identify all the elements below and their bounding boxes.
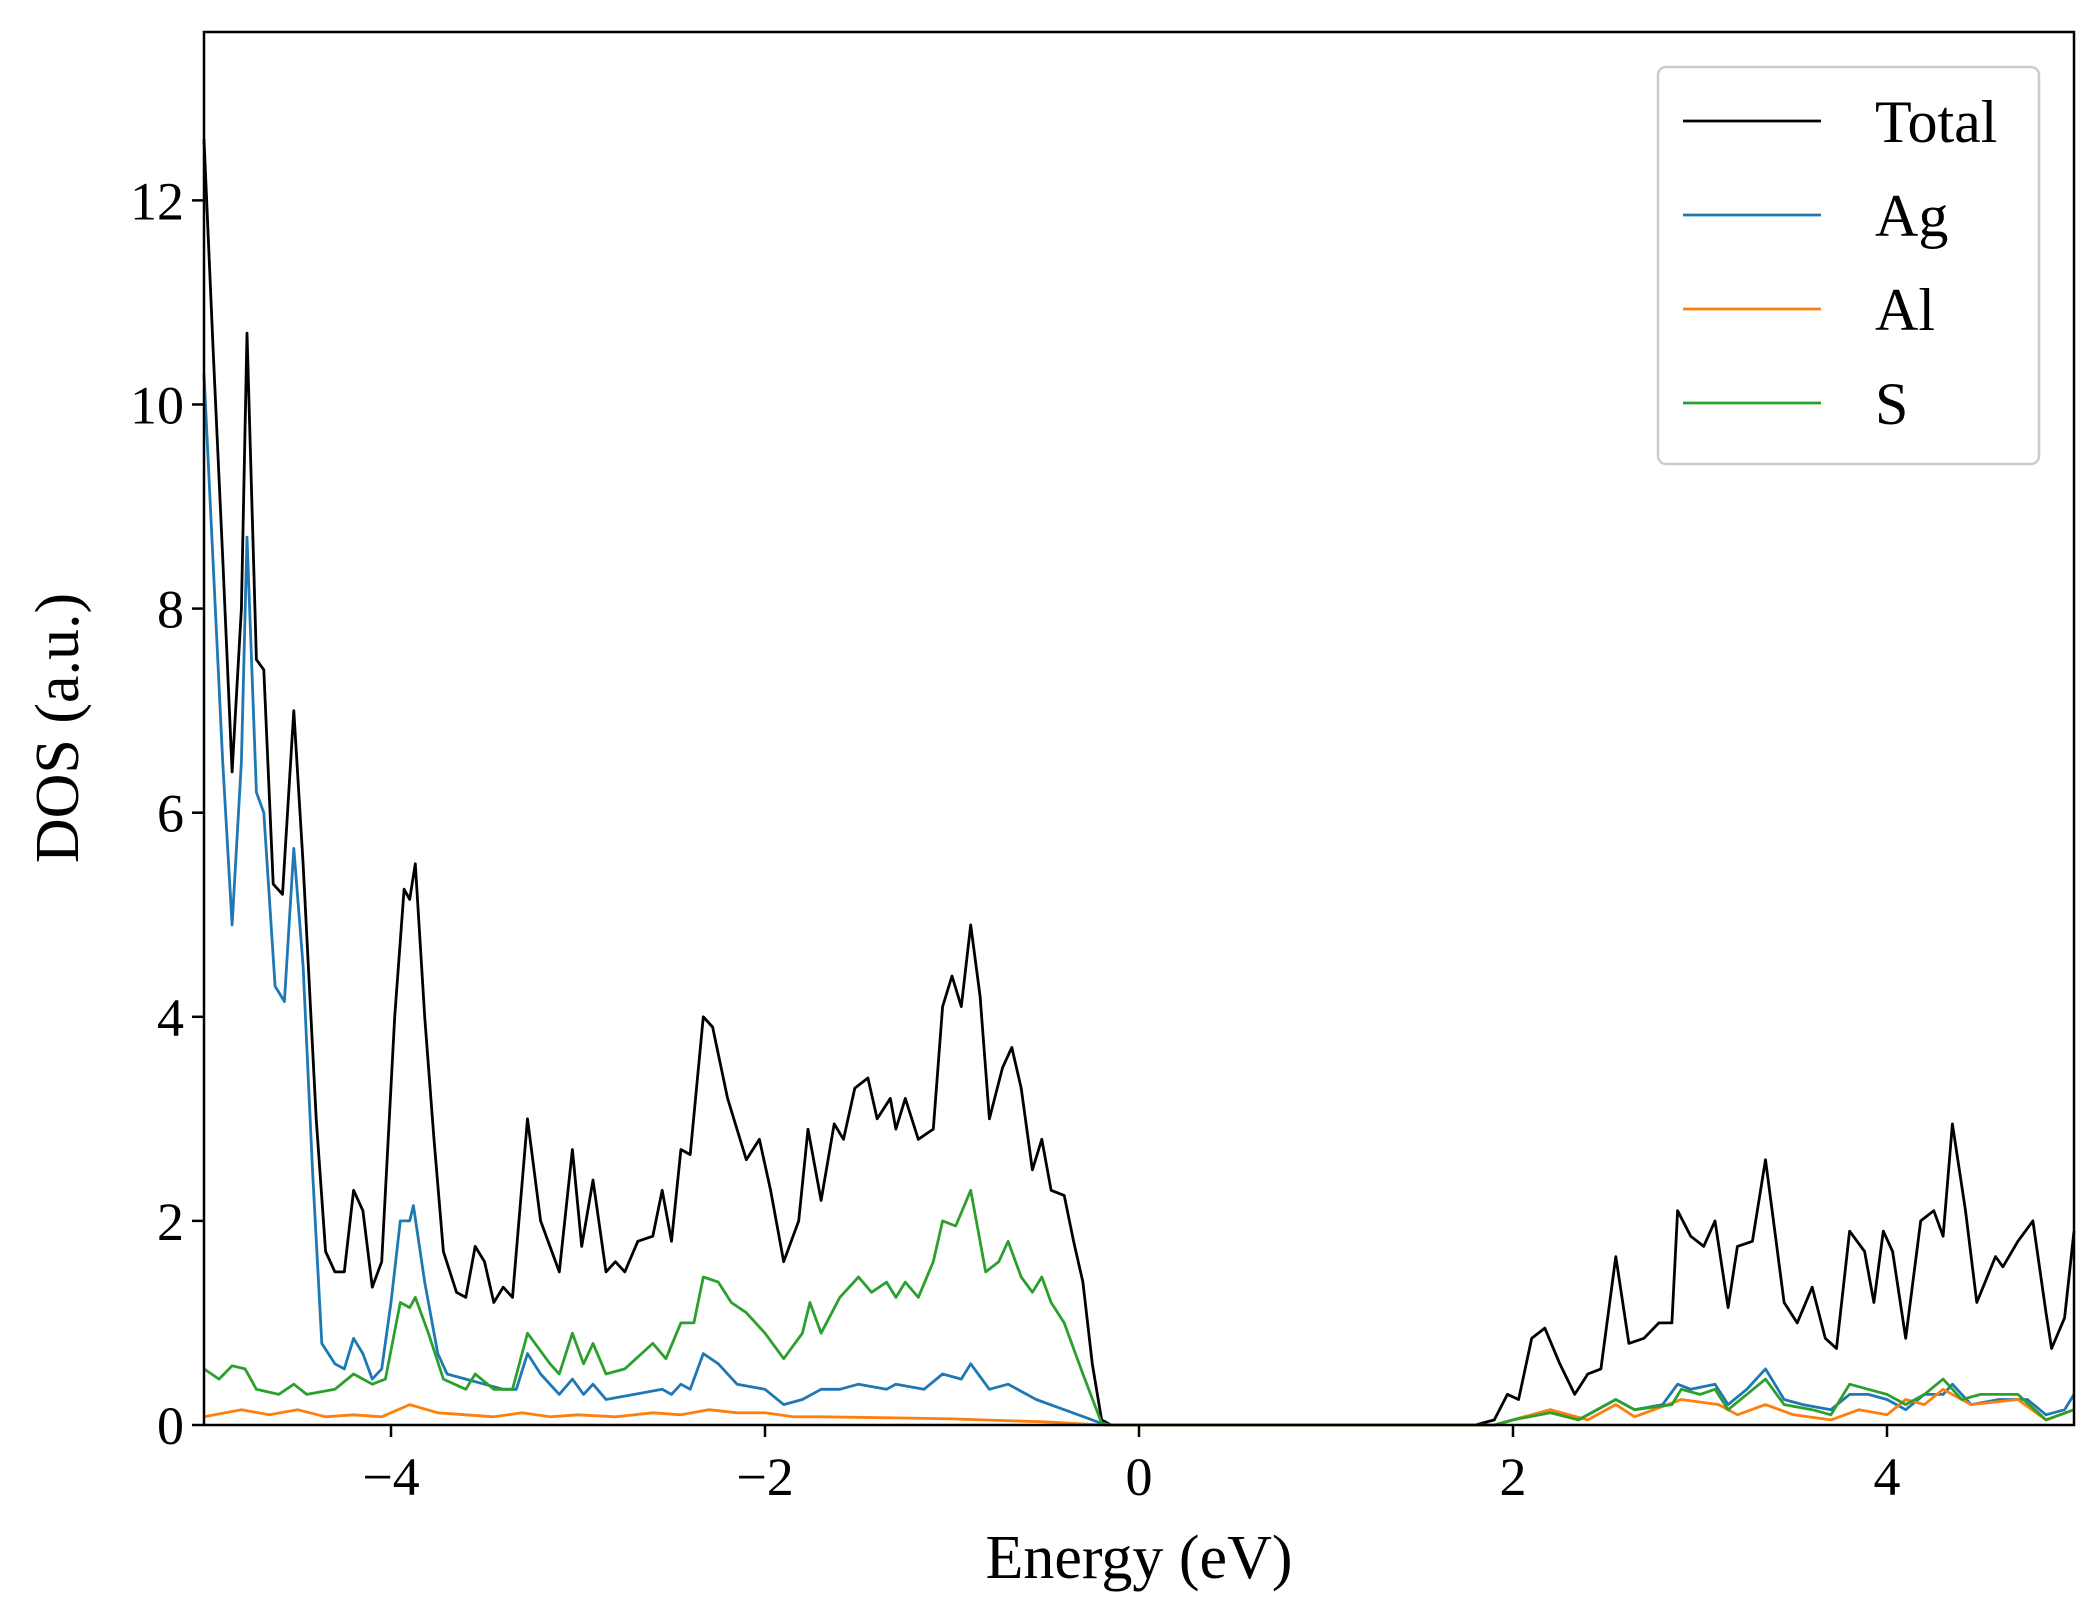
legend-box [1656,65,2041,466]
y-axis: 0 2 4 6 8 10 12 [130,171,204,1456]
y-tick-label: 6 [157,784,184,844]
legend: Total Ag Al S [1656,65,2041,466]
series-line-total [202,139,2076,1427]
legend-label-s: S [1875,371,1908,437]
y-axis-label: DOS (a.u.) [24,593,92,863]
x-axis-label: Energy (eV) [985,1524,1292,1592]
y-tick-label: 8 [157,580,184,640]
series-line-s [203,1188,2075,1427]
x-tick-label: 2 [1500,1447,1527,1507]
series-line-al [203,1387,2075,1427]
y-tick-label: 0 [157,1396,184,1456]
x-tick-label: −2 [736,1447,793,1507]
y-tick-label: 2 [157,1192,184,1252]
x-tick-label: −4 [362,1447,419,1507]
legend-label-al: Al [1875,277,1935,343]
x-tick-label: 4 [1874,1447,1901,1507]
x-axis: −4 −2 0 2 4 [362,1425,1901,1507]
y-tick-label: 12 [130,171,184,231]
series-line-ag [202,373,2076,1427]
legend-label-total: Total [1875,89,1997,155]
series-layer [202,139,2076,1427]
y-tick-label: 4 [157,988,184,1048]
x-tick-label: 0 [1126,1447,1153,1507]
y-tick-label: 10 [130,375,184,435]
legend-label-ag: Ag [1875,183,1948,249]
